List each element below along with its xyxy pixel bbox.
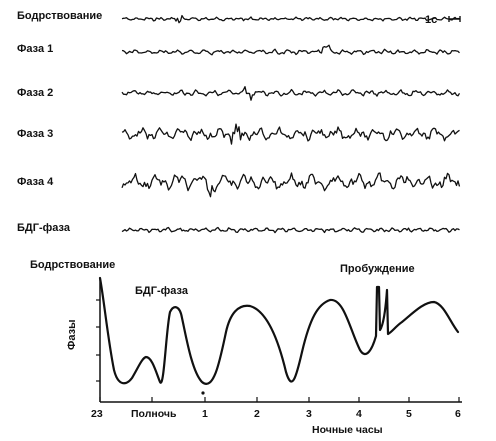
x-tick-3: 3 xyxy=(306,408,312,420)
annotation-awakening: Пробуждение xyxy=(340,263,415,275)
eeg-traces xyxy=(121,14,461,234)
eeg-trace-1 xyxy=(121,44,460,56)
eeg-stage-label-4: Фаза 4 xyxy=(17,176,54,188)
x-tick-midnight: Полночь xyxy=(131,408,177,420)
eeg-stage-label-1: Фаза 1 xyxy=(17,43,54,55)
marker-dot xyxy=(201,391,205,395)
eeg-trace-4 xyxy=(121,172,461,198)
time-scale-label: 1с xyxy=(425,14,438,26)
x-tick-1: 1 xyxy=(202,408,208,420)
eeg-trace-3 xyxy=(121,123,460,145)
annotation-wake: Бодрствование xyxy=(30,259,116,271)
eeg-stage-label-wake: Бодрствование xyxy=(17,10,103,22)
sleep-stage-curve xyxy=(98,276,460,385)
time-scale-bar xyxy=(448,16,461,22)
eeg-trace-2 xyxy=(121,86,461,101)
eeg-stage-label-3: Фаза 3 xyxy=(17,128,54,140)
x-tick-4: 4 xyxy=(356,408,362,420)
x-tick-2: 2 xyxy=(254,408,260,420)
annotation-rem: БДГ-фаза xyxy=(135,285,188,297)
eeg-stage-label-2: Фаза 2 xyxy=(17,87,54,99)
x-tick-5: 5 xyxy=(406,408,412,420)
eeg-trace-5 xyxy=(121,226,460,234)
x-tick-6: 6 xyxy=(455,408,461,420)
eeg-trace-0 xyxy=(121,14,460,24)
x-tick-23: 23 xyxy=(91,408,103,420)
x-axis-label: Ночные часы xyxy=(312,424,383,436)
eeg-stage-label-rem: БДГ-фаза xyxy=(17,222,70,234)
